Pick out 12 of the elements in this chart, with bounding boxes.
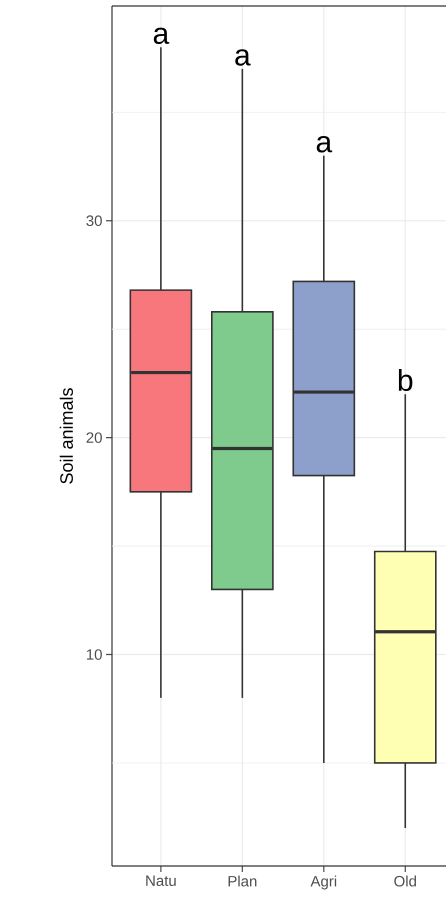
x-tick-label: Old [394, 876, 416, 887]
x-tick-label: Natu [146, 876, 176, 886]
x-tick-label: Agri [310, 876, 336, 890]
annotation: a [316, 136, 332, 152]
y-axis-title: Soil animals [60, 388, 73, 484]
y-tick-label: 20 [86, 432, 102, 443]
annotation: a [154, 28, 170, 44]
y-tick-label: 30 [86, 215, 102, 226]
x-tick-label: Plan [228, 876, 256, 887]
y-tick-label: 10 [86, 649, 102, 660]
annotation: b [398, 369, 412, 392]
annotation: a [235, 49, 251, 66]
